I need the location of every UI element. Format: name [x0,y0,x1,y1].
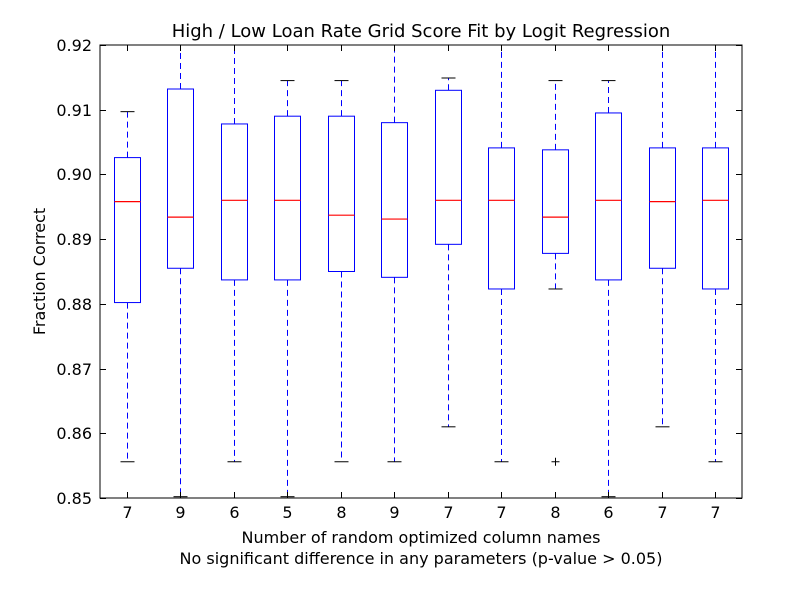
x-tick-label: 8 [336,503,346,522]
box-group-7 [435,77,462,428]
x-tick-label: 5 [282,503,292,522]
x-tick-label: 7 [657,503,667,522]
y-axis-ticks: 0.85 0.86 0.87 0.88 0.89 0.90 0.91 0.92 [56,36,742,508]
box-iqr [649,147,676,269]
chart-title: High / Low Loan Rate Grid Score Fit by L… [172,21,671,42]
x-axis-ticks: 7 9 6 5 8 9 7 7 8 6 7 7 [122,45,721,522]
box-group-10 [595,80,622,498]
box-iqr [328,115,355,272]
y-tick-label: 0.91 [56,101,92,120]
x-tick-label: 6 [603,503,613,522]
plot-frame [99,44,743,499]
x-tick-label: 7 [443,503,453,522]
x-tick-label: 7 [710,503,720,522]
x-tick-label: 8 [550,503,560,522]
y-tick-label: 0.92 [56,36,92,55]
box-iqr [702,147,729,290]
x-tick-label: 9 [389,503,399,522]
box-iqr [114,157,141,304]
x-tick-label: 9 [175,503,185,522]
y-tick-label: 0.90 [56,165,92,184]
y-axis-label: Fraction Correct [30,208,49,335]
box-iqr [381,122,408,278]
box-iqr [488,147,515,290]
box-iqr [542,149,569,254]
box-group-9 [542,80,569,466]
box-iqr [595,112,622,281]
y-tick-label: 0.85 [56,489,92,508]
box-iqr [435,89,462,245]
x-axis-label: Number of random optimized column names [242,528,601,547]
box-group-11 [649,44,676,428]
y-tick-label: 0.87 [56,360,92,379]
x-axis-note: No significant difference in any paramet… [180,549,663,568]
x-tick-label: 6 [229,503,239,522]
y-tick-label: 0.86 [56,424,92,443]
box-iqr [221,123,248,281]
box-group-1 [114,111,141,463]
y-tick-label: 0.88 [56,295,92,314]
box-group-5 [328,80,355,463]
outlier-marker [551,457,560,466]
x-tick-label: 7 [496,503,506,522]
y-tick-label: 0.89 [56,230,92,249]
box-group-2 [167,44,194,498]
x-tick-label: 7 [122,503,132,522]
box-iqr [167,88,194,269]
plot-area [114,44,729,498]
box-iqr [274,115,301,281]
